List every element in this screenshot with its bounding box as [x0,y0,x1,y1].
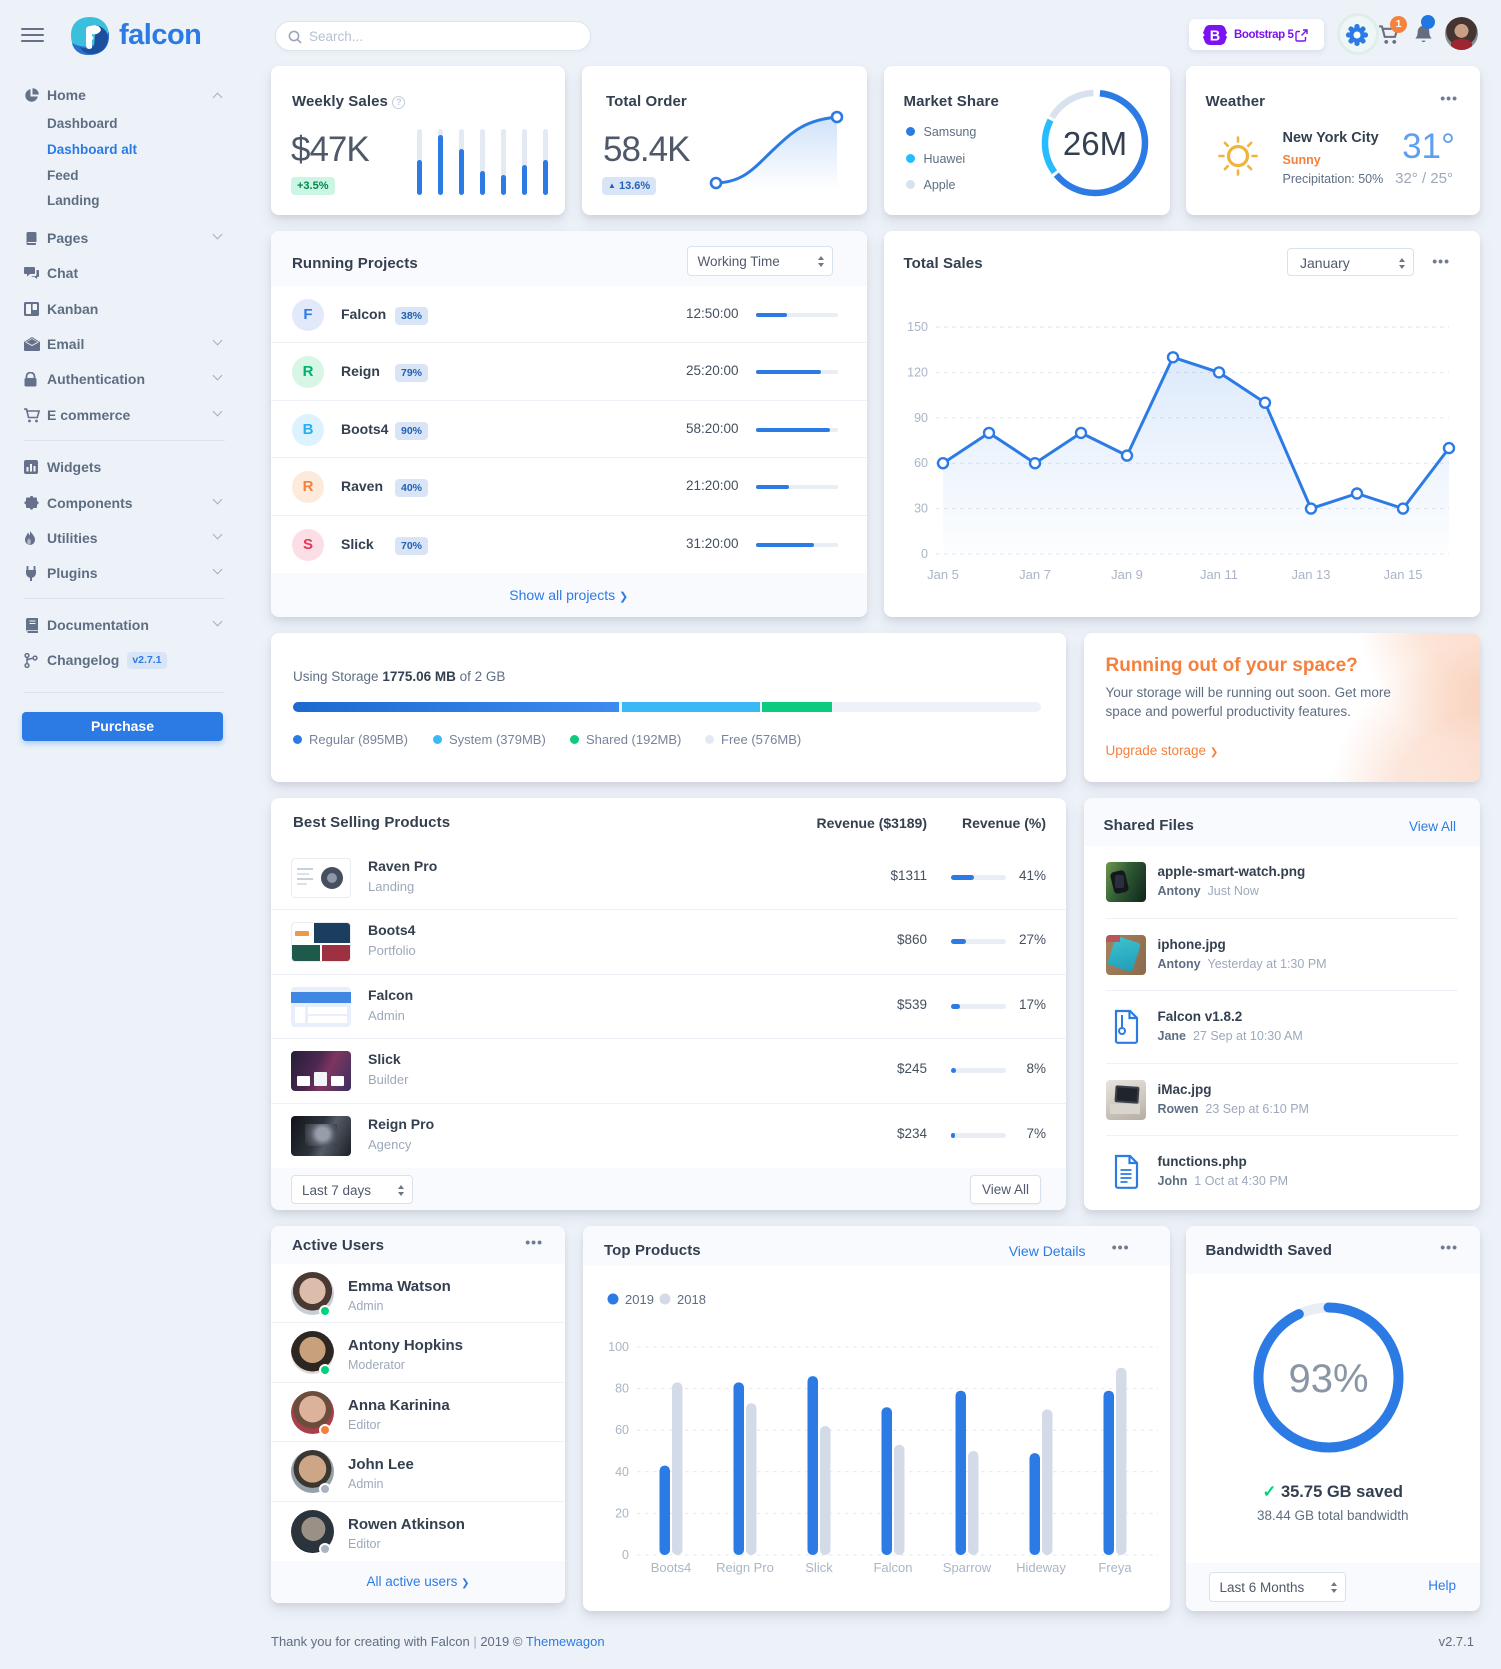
svg-text:2018: 2018 [677,1292,706,1307]
svg-text:Falcon: Falcon [873,1560,912,1575]
svg-text:20: 20 [615,1506,629,1520]
svg-text:Boots4: Boots4 [651,1560,691,1575]
svg-text:Jan 11: Jan 11 [1199,567,1237,582]
svg-text:90: 90 [914,411,928,425]
svg-text:60: 60 [615,1423,629,1437]
svg-text:120: 120 [907,365,928,379]
svg-text:Freya: Freya [1098,1560,1132,1575]
svg-text:Jan 5: Jan 5 [927,567,959,582]
svg-text:Jan 13: Jan 13 [1291,567,1330,582]
svg-text:40: 40 [615,1465,629,1479]
svg-text:0: 0 [921,547,928,561]
svg-text:60: 60 [914,456,928,470]
svg-text:30: 30 [914,502,928,516]
svg-text:Reign Pro: Reign Pro [716,1560,774,1575]
svg-text:Jan 7: Jan 7 [1019,567,1051,582]
svg-text:93%: 93% [1288,1357,1368,1401]
svg-text:Hideway: Hideway [1016,1560,1066,1575]
svg-text:26M: 26M [1062,125,1126,162]
svg-text:Slick: Slick [805,1560,833,1575]
svg-text:Sparrow: Sparrow [943,1560,992,1575]
svg-text:80: 80 [615,1382,629,1396]
svg-text:2019: 2019 [625,1292,654,1307]
svg-text:0: 0 [622,1548,629,1562]
svg-text:B: B [1210,29,1220,45]
svg-text:Jan 15: Jan 15 [1383,567,1422,582]
svg-text:150: 150 [907,320,928,334]
svg-text:100: 100 [608,1340,629,1354]
svg-text:Jan 9: Jan 9 [1111,567,1143,582]
